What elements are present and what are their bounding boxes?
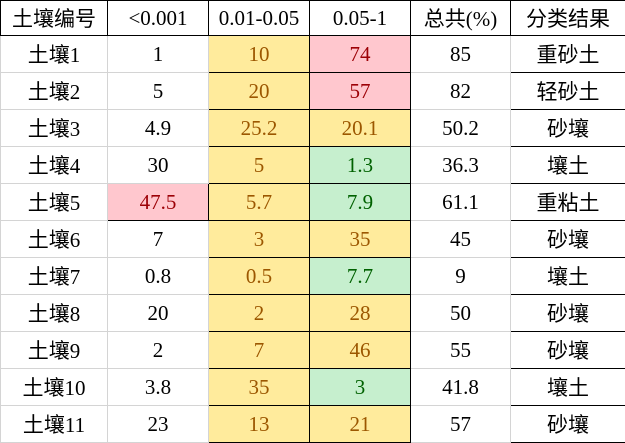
cell-soil-id[interactable]: 土壤5 xyxy=(1,184,108,221)
header-row: 土壤编号 <0.001 0.01-0.05 0.05-1 总共(%) 分类结果 xyxy=(1,1,625,36)
table-row: 土壤11 23 13 21 57 砂壤 xyxy=(1,406,625,443)
cell-001-005[interactable]: 5.7 xyxy=(209,184,310,221)
cell-005-1[interactable]: 46 xyxy=(310,332,411,369)
cell-total[interactable]: 57 xyxy=(411,406,511,443)
cell-001-005[interactable]: 3 xyxy=(209,221,310,258)
cell-005-1[interactable]: 3 xyxy=(310,369,411,406)
cell-total[interactable]: 50 xyxy=(411,295,511,332)
cell-classification[interactable]: 壤土 xyxy=(511,258,625,295)
cell-soil-id[interactable]: 土壤1 xyxy=(1,36,108,73)
cell-soil-id[interactable]: 土壤4 xyxy=(1,147,108,184)
cell-classification[interactable]: 砂壤 xyxy=(511,221,625,258)
cell-soil-id[interactable]: 土壤10 xyxy=(1,369,108,406)
cell-soil-id[interactable]: 土壤2 xyxy=(1,73,108,110)
header-total[interactable]: 总共(%) xyxy=(411,1,511,36)
table-row: 土壤8 20 2 28 50 砂壤 xyxy=(1,295,625,332)
cell-soil-id[interactable]: 土壤3 xyxy=(1,110,108,147)
cell-classification[interactable]: 壤土 xyxy=(511,147,625,184)
cell-005-1[interactable]: 35 xyxy=(310,221,411,258)
cell-lt-0001[interactable]: 2 xyxy=(108,332,209,369)
cell-classification[interactable]: 轻砂土 xyxy=(511,73,625,110)
cell-001-005[interactable]: 5 xyxy=(209,147,310,184)
cell-total[interactable]: 55 xyxy=(411,332,511,369)
header-classification[interactable]: 分类结果 xyxy=(511,1,625,36)
cell-001-005[interactable]: 0.5 xyxy=(209,258,310,295)
cell-total[interactable]: 61.1 xyxy=(411,184,511,221)
table-row: 土壤5 47.5 5.7 7.9 61.1 重粘土 xyxy=(1,184,625,221)
table-row: 土壤7 0.8 0.5 7.7 9 壤土 xyxy=(1,258,625,295)
cell-005-1[interactable]: 20.1 xyxy=(310,110,411,147)
cell-001-005[interactable]: 7 xyxy=(209,332,310,369)
cell-001-005[interactable]: 10 xyxy=(209,36,310,73)
cell-total[interactable]: 82 xyxy=(411,73,511,110)
table-row: 土壤3 4.9 25.2 20.1 50.2 砂壤 xyxy=(1,110,625,147)
cell-classification[interactable]: 砂壤 xyxy=(511,332,625,369)
header-001-005[interactable]: 0.01-0.05 xyxy=(209,1,310,36)
cell-lt-0001[interactable]: 3.8 xyxy=(108,369,209,406)
cell-005-1[interactable]: 28 xyxy=(310,295,411,332)
table-row: 土壤6 7 3 35 45 砂壤 xyxy=(1,221,625,258)
cell-lt-0001[interactable]: 20 xyxy=(108,295,209,332)
table-row: 土壤2 5 20 57 82 轻砂土 xyxy=(1,73,625,110)
cell-classification[interactable]: 砂壤 xyxy=(511,295,625,332)
cell-lt-0001[interactable]: 30 xyxy=(108,147,209,184)
cell-lt-0001[interactable]: 47.5 xyxy=(108,184,209,221)
table-row: 土壤4 30 5 1.3 36.3 壤土 xyxy=(1,147,625,184)
cell-classification[interactable]: 重粘土 xyxy=(511,184,625,221)
cell-005-1[interactable]: 1.3 xyxy=(310,147,411,184)
cell-005-1[interactable]: 7.9 xyxy=(310,184,411,221)
table-row: 土壤10 3.8 35 3 41.8 壤土 xyxy=(1,369,625,406)
table-row: 土壤1 1 10 74 85 重砂土 xyxy=(1,36,625,73)
cell-005-1[interactable]: 21 xyxy=(310,406,411,443)
cell-classification[interactable]: 重砂土 xyxy=(511,36,625,73)
cell-001-005[interactable]: 20 xyxy=(209,73,310,110)
cell-lt-0001[interactable]: 4.9 xyxy=(108,110,209,147)
cell-lt-0001[interactable]: 7 xyxy=(108,221,209,258)
cell-soil-id[interactable]: 土壤9 xyxy=(1,332,108,369)
cell-soil-id[interactable]: 土壤6 xyxy=(1,221,108,258)
cell-soil-id[interactable]: 土壤11 xyxy=(1,406,108,443)
cell-total[interactable]: 45 xyxy=(411,221,511,258)
cell-total[interactable]: 50.2 xyxy=(411,110,511,147)
cell-total[interactable]: 41.8 xyxy=(411,369,511,406)
cell-total[interactable]: 9 xyxy=(411,258,511,295)
cell-001-005[interactable]: 35 xyxy=(209,369,310,406)
cell-classification[interactable]: 壤土 xyxy=(511,369,625,406)
header-005-1[interactable]: 0.05-1 xyxy=(310,1,411,36)
cell-001-005[interactable]: 25.2 xyxy=(209,110,310,147)
header-lt-0001[interactable]: <0.001 xyxy=(108,1,209,36)
cell-lt-0001[interactable]: 0.8 xyxy=(108,258,209,295)
cell-total[interactable]: 36.3 xyxy=(411,147,511,184)
table-row: 土壤9 2 7 46 55 砂壤 xyxy=(1,332,625,369)
cell-soil-id[interactable]: 土壤8 xyxy=(1,295,108,332)
header-soil-id[interactable]: 土壤编号 xyxy=(1,1,108,36)
cell-lt-0001[interactable]: 5 xyxy=(108,73,209,110)
cell-total[interactable]: 85 xyxy=(411,36,511,73)
cell-classification[interactable]: 砂壤 xyxy=(511,406,625,443)
cell-005-1[interactable]: 7.7 xyxy=(310,258,411,295)
cell-lt-0001[interactable]: 1 xyxy=(108,36,209,73)
cell-lt-0001[interactable]: 23 xyxy=(108,406,209,443)
cell-005-1[interactable]: 57 xyxy=(310,73,411,110)
cell-soil-id[interactable]: 土壤7 xyxy=(1,258,108,295)
cell-classification[interactable]: 砂壤 xyxy=(511,110,625,147)
cell-001-005[interactable]: 13 xyxy=(209,406,310,443)
cell-001-005[interactable]: 2 xyxy=(209,295,310,332)
cell-005-1[interactable]: 74 xyxy=(310,36,411,73)
